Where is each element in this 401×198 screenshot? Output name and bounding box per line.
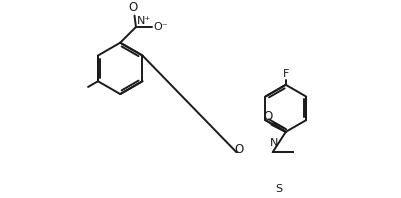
Text: O: O — [263, 110, 273, 123]
Text: O: O — [234, 143, 243, 156]
Text: O: O — [128, 1, 138, 14]
Text: F: F — [283, 69, 289, 79]
Text: S: S — [275, 184, 282, 194]
Text: N: N — [270, 138, 279, 148]
Text: O⁻: O⁻ — [153, 22, 168, 32]
Text: N⁺: N⁺ — [138, 16, 152, 26]
